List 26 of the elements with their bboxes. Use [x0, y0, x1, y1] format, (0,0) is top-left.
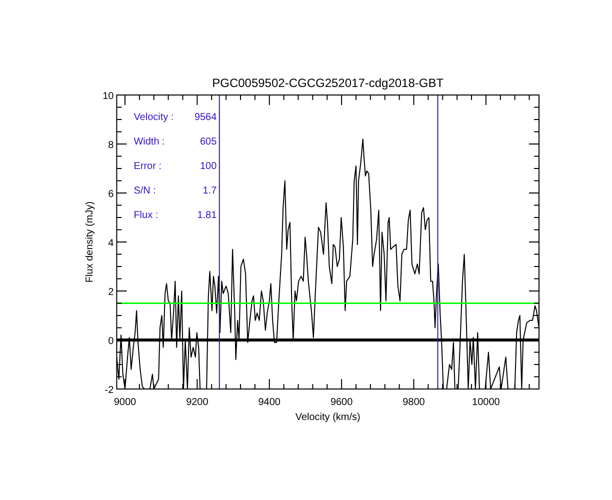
annotation: Error : — [134, 161, 162, 172]
y-tick-label: 6 — [108, 189, 114, 200]
x-tick-label: 9400 — [258, 397, 281, 408]
y-tick-label: 0 — [108, 336, 114, 347]
y-tick-label: 10 — [102, 91, 114, 102]
x-tick-label: 9800 — [402, 397, 426, 408]
x-tick-label: 9000 — [114, 397, 137, 408]
annotation: Velocity : — [134, 112, 174, 123]
annotation: Width : — [134, 136, 165, 148]
y-tick-label: -2 — [104, 385, 114, 396]
annotation: 605 — [200, 136, 218, 148]
annotation: 100 — [200, 161, 218, 172]
annotation: 1.7 — [202, 186, 218, 196]
y-tick-label: 4 — [108, 238, 114, 249]
annotation: S/N : — [134, 186, 156, 196]
y-tick-label: 8 — [108, 140, 114, 151]
x-tick-label: 9600 — [330, 397, 354, 408]
annotation: Flux : — [134, 210, 158, 221]
x-tick-label: 10000 — [472, 397, 500, 408]
y-axis-title: Flux density (mJy) — [84, 201, 96, 283]
x-axis-title: Velocity (km/s) — [295, 412, 360, 423]
chart-title: PGC0059502-CGCG252017-cdg2018-GBT — [212, 76, 444, 90]
annotation: 9564 — [194, 112, 218, 123]
x-tick-label: 9200 — [186, 397, 209, 408]
y-tick-label: 2 — [108, 287, 114, 298]
annotation: 1.81 — [197, 210, 218, 221]
